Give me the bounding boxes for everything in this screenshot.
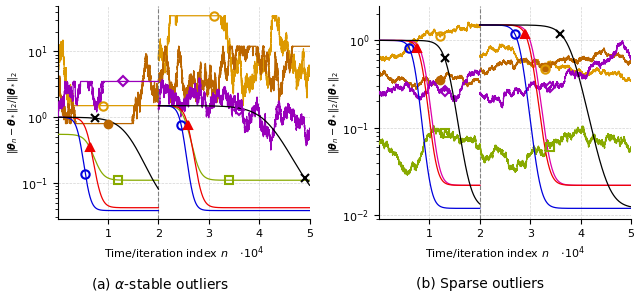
X-axis label: Time/iteration index $n$   $\cdot 10^4$: Time/iteration index $n$ $\cdot 10^4$ [104, 244, 264, 262]
Y-axis label: $\|\boldsymbol{\theta}_n - \boldsymbol{\theta}_*\|_2/\|\boldsymbol{\theta}_*\|_2: $\|\boldsymbol{\theta}_n - \boldsymbol{\… [6, 71, 20, 154]
Y-axis label: $\|\boldsymbol{\theta}_n - \boldsymbol{\theta}_*\|_2/\|\boldsymbol{\theta}_*\|_2: $\|\boldsymbol{\theta}_n - \boldsymbol{\… [327, 71, 341, 154]
X-axis label: Time/iteration index $n$   $\cdot 10^4$: Time/iteration index $n$ $\cdot 10^4$ [425, 244, 585, 262]
Text: (a) $\alpha$-stable outliers: (a) $\alpha$-stable outliers [91, 276, 229, 291]
Text: (b) Sparse outliers: (b) Sparse outliers [416, 277, 544, 291]
